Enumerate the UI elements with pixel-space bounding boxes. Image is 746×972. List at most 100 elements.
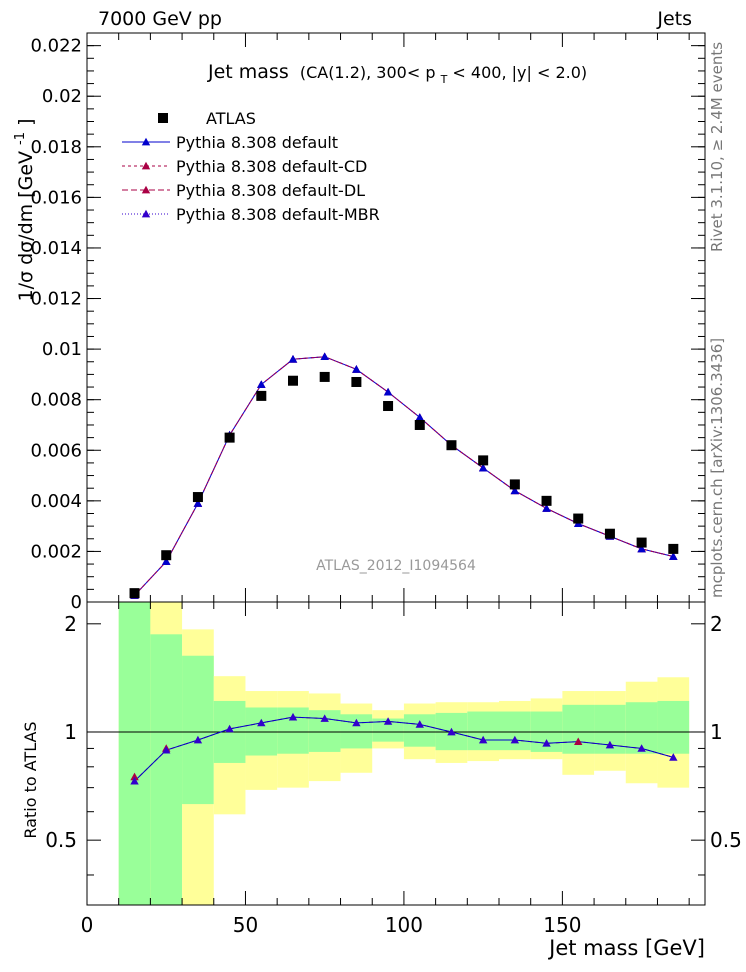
main-axes: 0 0.002 0.004 0.006 0.008 0.01 0.012 0.014 0.016… — [30, 33, 705, 613]
ratio-tick-label: 0.5 — [45, 828, 77, 852]
series-marker — [383, 387, 393, 396]
ratio-band-inner — [657, 700, 690, 754]
ratio-marker-variant — [130, 772, 139, 781]
main-panel: 0 0.002 0.004 0.006 0.008 0.01 0.012 0.014 0.016… — [7, 32, 706, 613]
data-point — [636, 537, 647, 548]
data-point — [446, 440, 457, 451]
data-point — [351, 376, 362, 387]
ratio-tick-label-right: 1 — [710, 720, 723, 744]
series-marker — [637, 544, 646, 553]
series-line — [134, 356, 674, 596]
ratio-marker — [352, 718, 361, 727]
ratio-marker — [383, 717, 393, 725]
legend-label: Pythia 8.308 default — [176, 133, 338, 152]
x-tick-label: 50 — [233, 913, 258, 937]
data-point — [414, 419, 425, 430]
title-tail: < 400, |y| < 2.0) — [452, 63, 587, 82]
y-tick-label: 0.004 — [30, 491, 82, 512]
y-tick-label: 0.002 — [30, 541, 82, 562]
ratio-frame — [86, 601, 706, 906]
legend-marker-data — [158, 113, 168, 123]
ratio-marker — [478, 735, 488, 744]
y-axis-label-close: ] — [15, 119, 37, 126]
y-tick-label: 0.014 — [30, 238, 82, 259]
main-frame — [86, 32, 706, 603]
data-point — [541, 495, 552, 506]
y-axis-label: 1/σ dσ/dm [GeV -1 ] — [7, 119, 37, 302]
data-point — [224, 432, 235, 443]
ratio-marker — [257, 718, 266, 727]
series-marker — [415, 413, 424, 421]
data-point — [129, 588, 140, 599]
series-marker — [257, 380, 266, 388]
series-marker — [352, 365, 361, 373]
y-tick-label: 0.018 — [30, 137, 82, 158]
ratio-axes: 0 50 100 150 0.5 0.5 1 1 2 2 — [45, 602, 742, 937]
ratio-line-default — [134, 716, 674, 782]
legend-label: Pythia 8.308 default-CD — [176, 157, 367, 176]
x-tick-label: 0 — [81, 913, 94, 937]
series-marker — [478, 463, 488, 472]
header-right-label: Jets — [656, 8, 692, 30]
data-point — [509, 479, 520, 490]
ratio-marker — [542, 739, 551, 747]
data-point — [478, 455, 489, 466]
ratio-band-inner — [499, 711, 531, 751]
ratio-marker — [605, 740, 615, 749]
series-marker — [510, 486, 520, 495]
main-plot-marks — [129, 352, 679, 599]
ratio-band-inner — [372, 718, 404, 742]
ratio-band-inner — [467, 711, 499, 751]
series-marker — [193, 499, 203, 507]
plot-title: Jet mass (CA(1.2), 300< p T < 400, |y| <… — [207, 61, 587, 87]
y-tick-label: 0 — [71, 592, 82, 613]
series-marker — [669, 552, 678, 560]
legend-marker — [141, 137, 151, 146]
ratio-marker — [162, 745, 171, 754]
ratio-plot-marks — [87, 602, 705, 905]
analysis-watermark: ATLAS_2012_I1094564 — [316, 558, 476, 574]
y-tick-label: 0.02 — [42, 86, 82, 107]
series-marker — [542, 504, 551, 512]
ratio-marker-variant — [574, 737, 583, 745]
ratio-band-inner — [182, 655, 214, 805]
title-subscript: T — [440, 73, 448, 86]
series-marker — [162, 557, 171, 565]
ratio-axis-label: Ratio to ATLAS — [21, 721, 40, 838]
ratio-marker — [637, 744, 646, 752]
legend-label-data: ATLAS — [206, 109, 256, 128]
y-tick-label: 0.006 — [30, 440, 82, 461]
x-tick-label: 150 — [543, 913, 581, 937]
ratio-tick-label-right: 2 — [710, 612, 723, 636]
y-tick-label: 0.008 — [30, 390, 82, 411]
legend: ATLAS Pythia 8.308 default Pythia 8.308 de… — [122, 109, 380, 224]
mcplots-label: mcplots.cern.ch [arXiv:1306.3436] — [708, 338, 726, 598]
title-detail: (CA(1.2), 300< p — [300, 63, 436, 82]
legend-marker — [141, 161, 151, 170]
ratio-band-inner — [150, 634, 183, 905]
ratio-marker — [415, 720, 424, 728]
ratio-marker — [225, 724, 234, 733]
data-point — [288, 375, 298, 386]
legend-marker — [141, 209, 151, 218]
data-point — [573, 513, 584, 524]
data-point — [192, 492, 203, 503]
data-point — [256, 390, 267, 401]
data-point — [319, 371, 330, 382]
series-marker — [288, 355, 298, 363]
ratio-marker — [320, 714, 329, 722]
legend-label: Pythia 8.308 default-DL — [176, 181, 365, 200]
legend-label: Pythia 8.308 default-MBR — [176, 205, 380, 224]
ratio-band-inner — [562, 704, 595, 754]
y-tick-label: 0.022 — [30, 36, 82, 57]
ratio-marker — [193, 735, 203, 744]
ratio-marker — [510, 735, 520, 744]
y-tick-label: 0.012 — [30, 289, 82, 310]
y-axis-label-main: 1/σ dσ/dm [GeV — [15, 151, 37, 302]
rivet-label: Rivet 3.1.10, ≥ 2.4M events — [708, 42, 726, 252]
data-point — [383, 401, 394, 412]
data-point — [161, 550, 172, 561]
header-left-label: 7000 GeV pp — [98, 8, 222, 30]
ratio-marker — [669, 753, 678, 761]
